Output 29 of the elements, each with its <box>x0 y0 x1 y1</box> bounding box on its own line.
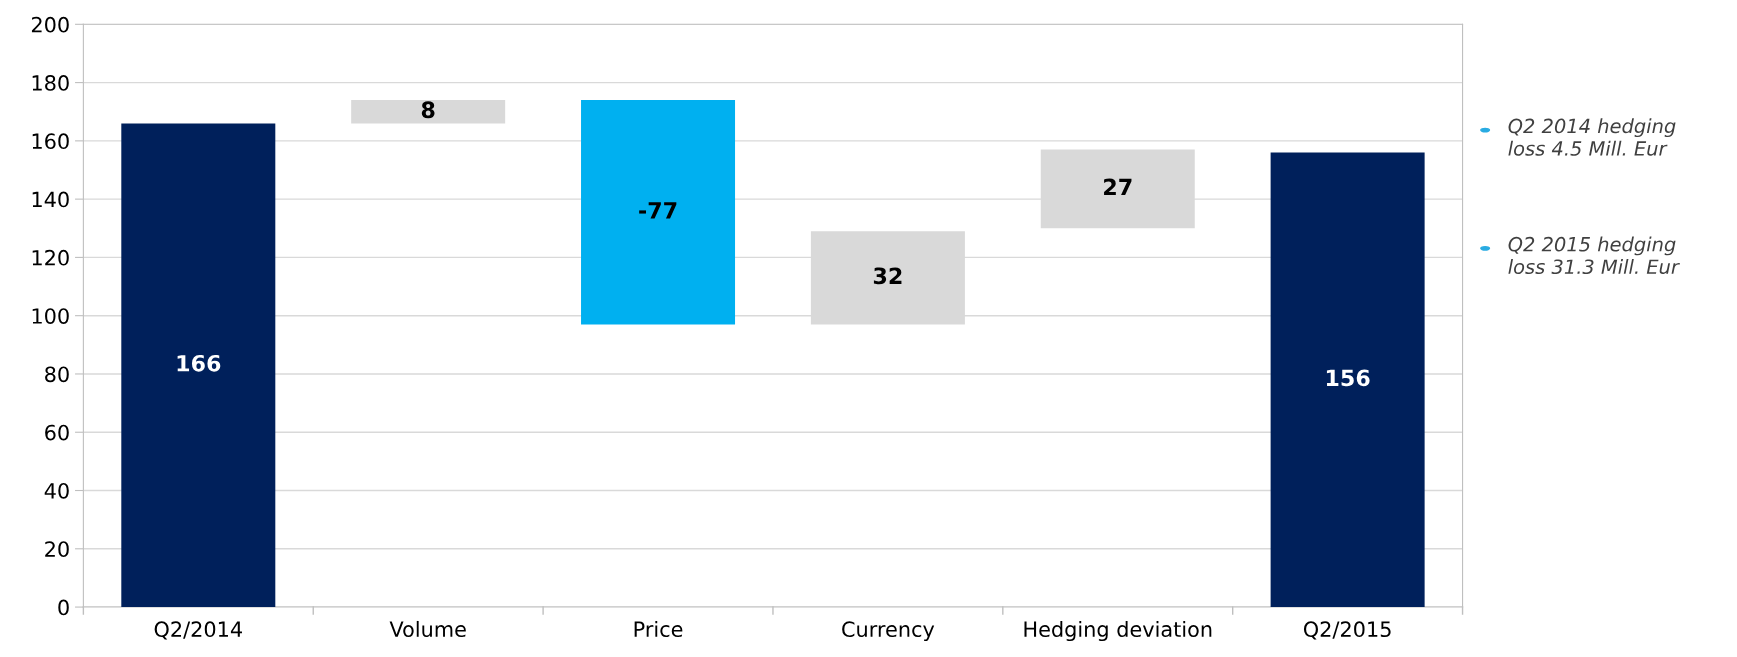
y-tick-label: 140 <box>32 191 69 208</box>
bar <box>1270 152 1425 608</box>
y-tick-label: 20 <box>45 541 69 557</box>
y-tick-label: 80 <box>45 366 69 383</box>
data-label: 27 <box>1104 178 1132 196</box>
bar <box>351 100 506 124</box>
data-label: 32 <box>873 267 902 285</box>
x-tick-label: Q2/2015 <box>1303 621 1391 640</box>
text: Q2 2015 hedging loss 31.3 Mill. Eur <box>1508 236 1680 275</box>
x-tick-label: Volume <box>389 620 466 638</box>
y-tick-label: 160 <box>32 133 69 150</box>
x-tick-label: Hedging deviation <box>1024 620 1212 642</box>
data-label: 156 <box>1326 369 1370 387</box>
y-tick-label: 40 <box>44 482 69 499</box>
data-label: 8 <box>421 101 435 119</box>
y-tick-label: 100 <box>32 308 69 324</box>
text: Q2 2014 hedging loss 4.5 Mill. Eur <box>1508 118 1676 156</box>
x-tick-label: Price <box>634 620 683 638</box>
y-tick-label: 180 <box>32 75 69 91</box>
data-label: 166 <box>177 354 221 372</box>
data-label: -77 <box>639 202 677 219</box>
bar <box>121 123 276 608</box>
x-tick-label: Q2/2014 <box>154 621 242 640</box>
y-tick-label: 60 <box>45 424 69 441</box>
y-tick-label: 120 <box>32 249 69 266</box>
y-tick-label: 200 <box>31 16 69 33</box>
bar <box>581 100 736 325</box>
y-tick-label: 0 <box>58 599 69 616</box>
x-tick-label: Currency <box>842 621 935 642</box>
